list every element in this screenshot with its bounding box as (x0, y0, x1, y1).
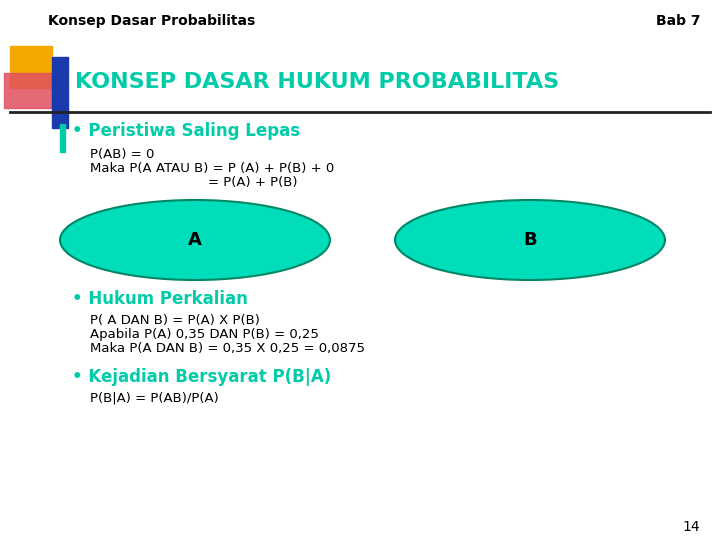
Text: Maka P(A DAN B) = 0,35 X 0,25 = 0,0875: Maka P(A DAN B) = 0,35 X 0,25 = 0,0875 (90, 342, 365, 355)
Text: = P(A) + P(B): = P(A) + P(B) (208, 176, 297, 189)
Text: P( A DAN B) = P(A) X P(B): P( A DAN B) = P(A) X P(B) (90, 314, 260, 327)
Text: P(B|A) = P(AB)/P(A): P(B|A) = P(AB)/P(A) (90, 392, 219, 405)
Bar (52, 110, 68, 128)
Text: Bab 7: Bab 7 (655, 14, 700, 28)
Text: • Hukum Perkalian: • Hukum Perkalian (72, 290, 248, 308)
Text: Apabila P(A) 0,35 DAN P(B) = 0,25: Apabila P(A) 0,35 DAN P(B) = 0,25 (90, 328, 319, 341)
Text: Maka P(A ATAU B) = P (A) + P(B) + 0: Maka P(A ATAU B) = P (A) + P(B) + 0 (90, 162, 334, 175)
Bar (4, 73, 52, 108)
Text: A: A (188, 231, 202, 249)
Text: B: B (523, 231, 537, 249)
Text: 14: 14 (683, 520, 700, 534)
Text: • Peristiwa Saling Lepas: • Peristiwa Saling Lepas (72, 122, 300, 140)
Text: KONSEP DASAR HUKUM PROBABILITAS: KONSEP DASAR HUKUM PROBABILITAS (75, 72, 559, 92)
Text: • Kejadian Bersyarat P(B|A): • Kejadian Bersyarat P(B|A) (72, 368, 331, 386)
Bar (52, 57, 68, 112)
Text: Konsep Dasar Probabilitas: Konsep Dasar Probabilitas (48, 14, 256, 28)
Bar (60, 124, 65, 152)
Text: P(AB) = 0: P(AB) = 0 (90, 148, 154, 161)
Ellipse shape (395, 200, 665, 280)
Ellipse shape (60, 200, 330, 280)
Bar (10, 46, 52, 88)
